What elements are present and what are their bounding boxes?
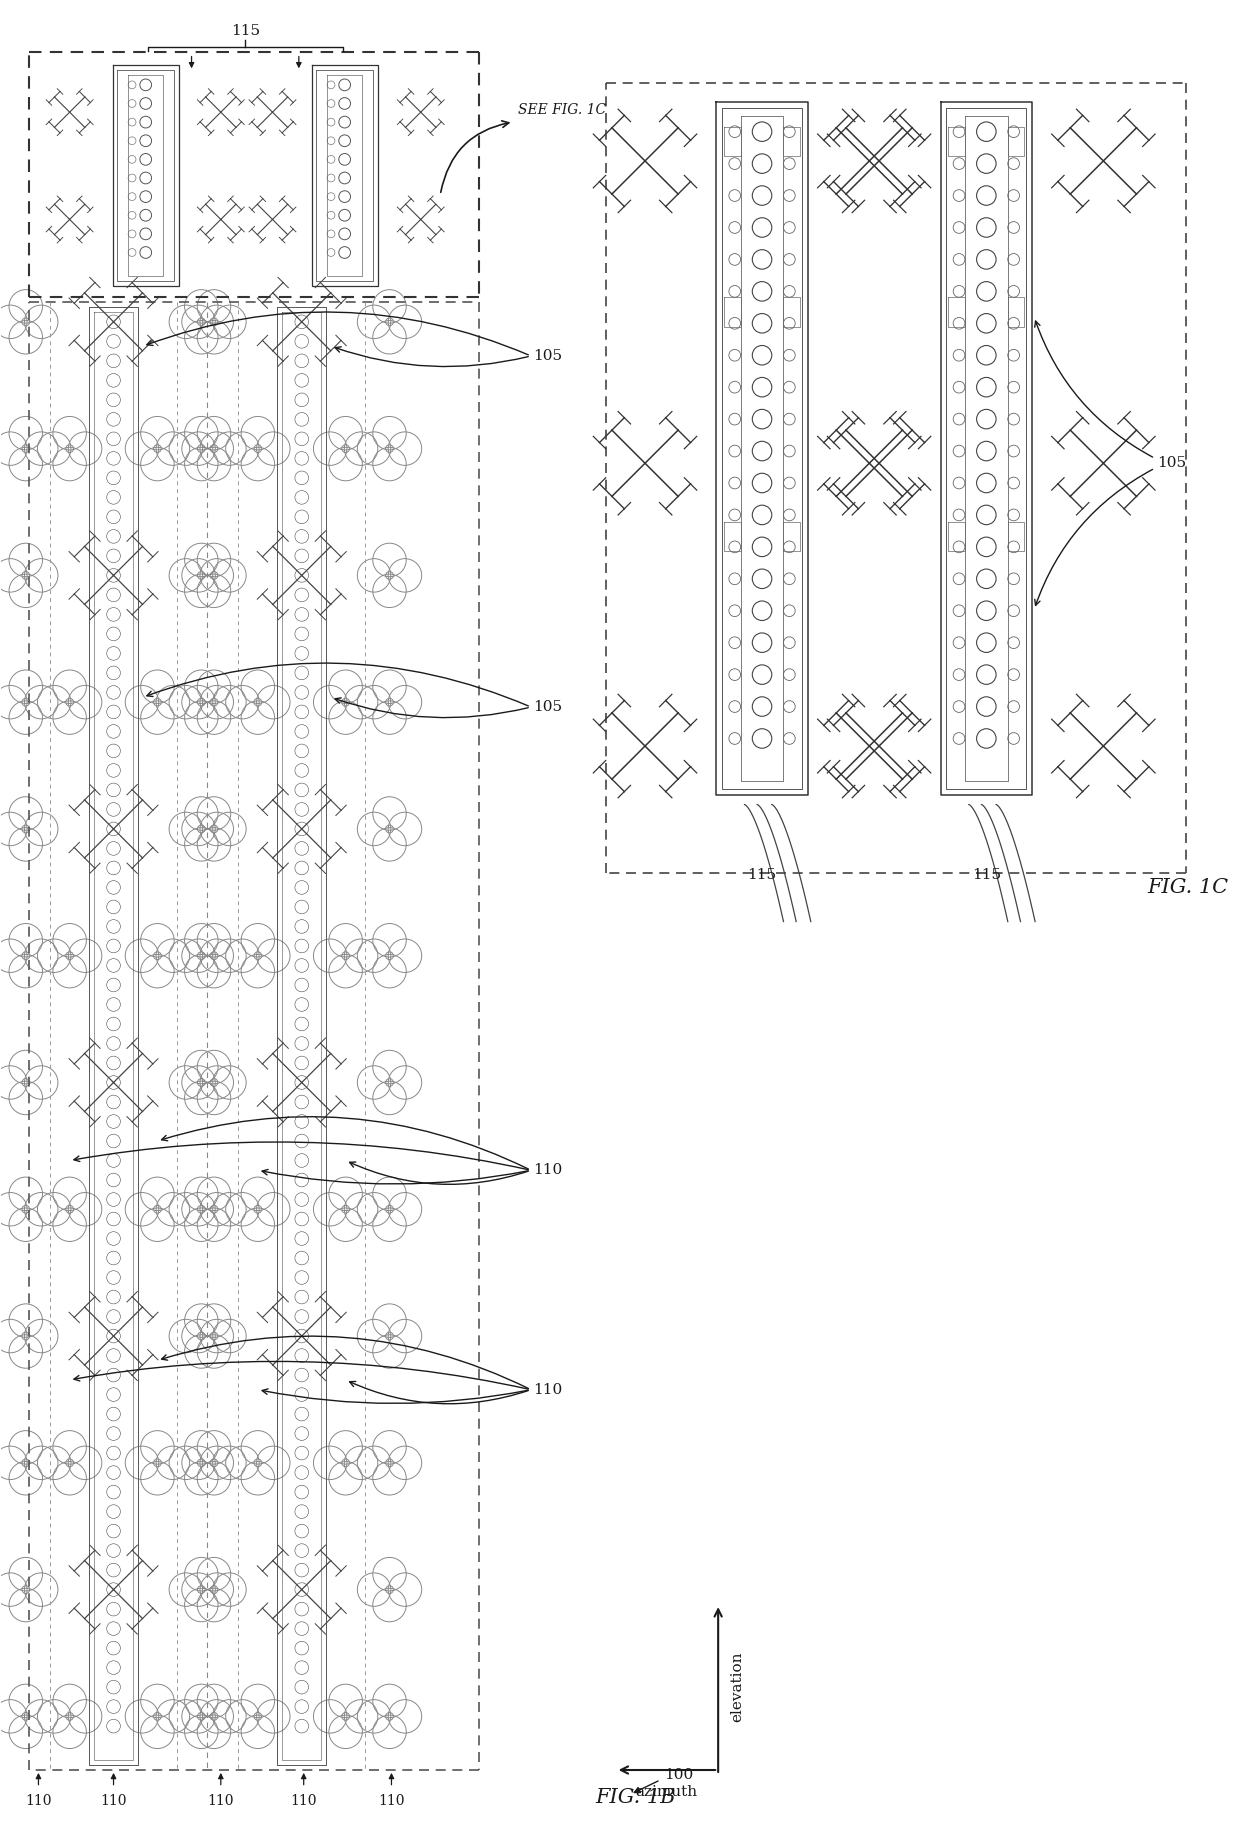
Text: elevation: elevation	[730, 1652, 744, 1722]
Text: 110: 110	[378, 1794, 404, 1809]
Text: 110: 110	[25, 1794, 52, 1809]
Text: 100: 100	[665, 1768, 693, 1781]
Text: SEE FIG. 1C: SEE FIG. 1C	[518, 103, 606, 118]
Text: FIG. 1C: FIG. 1C	[1147, 879, 1229, 897]
Text: 110: 110	[207, 1794, 234, 1809]
Text: FIG. 1B: FIG. 1B	[595, 1788, 676, 1807]
Text: 115: 115	[972, 868, 1001, 882]
Text: 115: 115	[231, 24, 259, 39]
Text: 115: 115	[748, 868, 776, 882]
Text: 105: 105	[1157, 456, 1187, 471]
Text: 110: 110	[533, 1163, 562, 1178]
Text: 110: 110	[533, 1382, 562, 1397]
Text: 110: 110	[290, 1794, 317, 1809]
Text: 105: 105	[533, 700, 562, 713]
Text: 105: 105	[533, 349, 562, 362]
Text: azimuth: azimuth	[635, 1785, 698, 1799]
Text: 110: 110	[100, 1794, 126, 1809]
